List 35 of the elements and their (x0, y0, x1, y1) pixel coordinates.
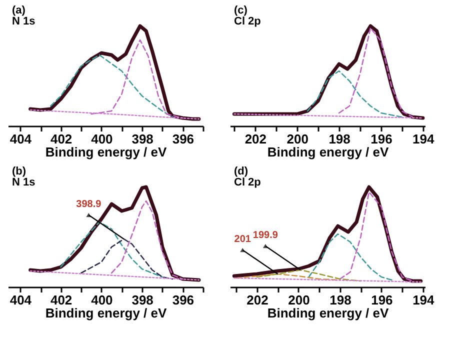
chart-subtitle: N 1s (12, 176, 36, 188)
x-tick-label: 402 (50, 132, 72, 146)
x-tick-label: 396 (172, 292, 194, 308)
x-tick-label: 198 (328, 132, 350, 146)
x-tick-label: 396 (172, 132, 194, 146)
chart-subtitle: Cl 2p (234, 15, 262, 28)
x-tick-label: 400 (91, 292, 113, 308)
x-axis-title: Binding energy / eV (45, 306, 168, 320)
chart-title: (c) (234, 4, 248, 16)
chart-subtitle: Cl 2p (234, 176, 262, 188)
x-tick-label: 194 (412, 292, 436, 308)
x-tick-label: 404 (10, 292, 32, 308)
annotation: 201 (234, 234, 252, 245)
x-tick-label: 196 (371, 292, 393, 308)
x-tick-label: 398 (132, 292, 154, 308)
x-tick-label: 202 (246, 292, 268, 308)
x-axis-title: Binding energy / eV (45, 144, 168, 160)
annotation: 199.9 (252, 230, 278, 241)
x-tick-label: 196 (370, 132, 392, 146)
x-tick-label: 198 (330, 292, 352, 308)
chart-title: (d) (234, 165, 248, 178)
x-tick-label: 398 (132, 132, 154, 146)
chart-subtitle: N 1s (12, 15, 36, 28)
x-tick-label: 200 (286, 132, 308, 146)
x-axis-title: Binding energy / eV (267, 306, 390, 320)
annotation: 398.9 (76, 199, 102, 210)
x-tick-label: 402 (50, 292, 72, 308)
chart-title: (b) (12, 165, 26, 178)
x-tick-label: 404 (10, 132, 32, 146)
chart-title: (a) (12, 4, 26, 16)
x-tick-label: 202 (244, 132, 267, 146)
x-tick-label: 200 (288, 292, 310, 308)
x-axis-title: Binding energy / eV (267, 144, 390, 160)
x-tick-label: 400 (91, 132, 113, 146)
x-tick-label: 194 (412, 132, 436, 146)
